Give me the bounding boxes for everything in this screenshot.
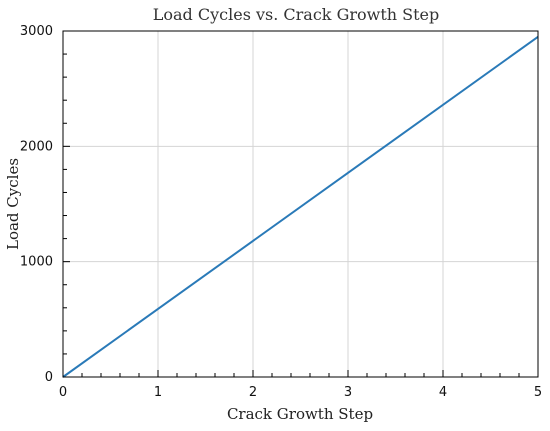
x-tick-label: 5: [534, 385, 542, 400]
axis-ticks: [62, 30, 539, 378]
x-tick-label: 1: [154, 385, 162, 400]
x-tick-label: 2: [249, 385, 257, 400]
x-tick-label: 3: [344, 385, 352, 400]
series-line: [62, 35, 539, 378]
y-axis-label: Load Cycles: [4, 158, 22, 250]
y-tick-label: 0: [45, 370, 53, 385]
y-tick-labels: 0 1000 2000 3000: [20, 24, 53, 385]
x-axis-label: Crack Growth Step: [227, 405, 373, 423]
series-layer: [62, 35, 539, 378]
y-tick-label: 2000: [20, 139, 53, 154]
y-tick-label: 1000: [20, 255, 53, 270]
x-tick-label: 4: [439, 385, 447, 400]
plot-frame: [62, 30, 539, 378]
x-tick-label: 0: [59, 385, 67, 400]
y-tick-label: 3000: [20, 24, 53, 39]
grid-lines: [63, 31, 538, 377]
chart-title: Load Cycles vs. Crack Growth Step: [153, 5, 440, 24]
x-tick-labels: 0 1 2 3 4 5: [59, 385, 542, 400]
